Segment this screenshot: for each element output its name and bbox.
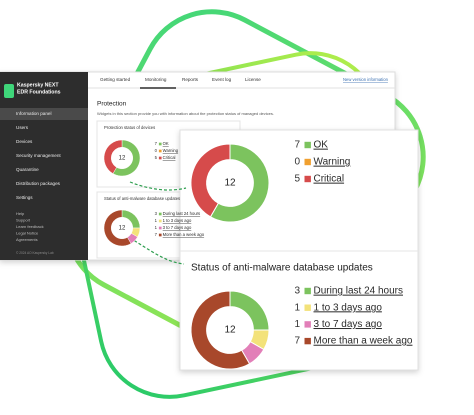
brand-name: EDR Foundations — [17, 89, 61, 95]
legend-swatch — [304, 287, 311, 295]
donut-segment — [209, 143, 270, 223]
legend-swatch — [158, 142, 162, 146]
legend-swatch — [304, 158, 311, 166]
tab[interactable]: Getting started — [100, 77, 131, 82]
legend-swatch — [158, 219, 162, 223]
menu-item[interactable]: Devices — [16, 139, 33, 144]
sidebar — [0, 72, 88, 260]
legend-count: 1 — [155, 225, 158, 230]
menu-item[interactable]: Quarantine — [16, 167, 39, 172]
legend-count: 7 — [294, 336, 300, 347]
legend-link[interactable]: During last 24 hours — [163, 211, 200, 216]
donut-segment — [190, 290, 251, 370]
legend-swatch — [158, 149, 162, 153]
legend-link[interactable]: Critical — [314, 174, 345, 185]
legend-count: 1 — [155, 218, 158, 223]
footer-link[interactable]: Support — [16, 218, 31, 223]
legend-link[interactable]: Warning — [314, 157, 351, 168]
top-link[interactable]: New version information — [343, 77, 389, 82]
tab[interactable]: Monitoring — [145, 77, 167, 82]
donut-segment — [103, 209, 132, 247]
menu-item[interactable]: Information panel — [16, 111, 52, 116]
legend-link[interactable]: 1 to 3 days ago — [314, 302, 383, 313]
footer-link[interactable]: Learn feedback — [16, 224, 44, 229]
legend-swatch — [158, 233, 162, 237]
menu-item[interactable]: Users — [16, 125, 29, 130]
legend-link[interactable]: More than a week ago — [314, 336, 413, 347]
footer-link[interactable]: Legal Notice — [16, 231, 39, 236]
legend-swatch — [304, 321, 311, 328]
brand-name: Kaspersky NEXT — [17, 82, 59, 88]
legend-count: 7 — [294, 140, 300, 151]
legend-link[interactable]: More than a week ago — [163, 232, 205, 237]
legend-swatch — [304, 175, 311, 183]
legend-link[interactable]: 1 to 3 days ago — [163, 218, 192, 223]
footer-link[interactable]: Agreements — [16, 237, 38, 242]
widget-title: Status of anti-malware database updates — [104, 196, 180, 201]
legend-count: 3 — [294, 286, 300, 297]
donut-total: 12 — [224, 325, 236, 336]
popup-card — [179, 129, 419, 371]
legend-count: 0 — [294, 157, 300, 168]
menu-active — [0, 108, 88, 120]
legend-swatch — [304, 304, 311, 311]
legend-swatch — [304, 141, 311, 149]
legend-count: 5 — [155, 155, 158, 160]
section-description: Widgets in this section provide you with… — [97, 111, 274, 116]
legend-link[interactable]: OK — [163, 141, 169, 146]
footer-link[interactable]: Help — [16, 211, 25, 216]
legend-count: 1 — [294, 319, 300, 330]
legend-link[interactable]: Critical — [163, 155, 176, 160]
section-title: Protection — [97, 101, 127, 108]
donut-segment — [190, 143, 231, 218]
donut-total: 12 — [224, 178, 236, 189]
widget-title: Status of anti-malware database updates — [191, 263, 373, 274]
menu-item[interactable]: Distribution packages — [16, 181, 61, 186]
legend-count: 5 — [294, 174, 300, 185]
copyright: © 2024 AO Kaspersky Lab — [16, 251, 54, 255]
connector — [129, 181, 187, 191]
legend-link[interactable]: OK — [314, 140, 329, 151]
legend-swatch — [158, 226, 162, 230]
donut-segment — [103, 139, 123, 174]
logo — [4, 84, 14, 98]
legend-swatch — [158, 156, 162, 160]
legend-link[interactable]: 3 to 7 days ago — [314, 319, 383, 330]
legend-count: 0 — [155, 148, 158, 153]
donut-total: 12 — [119, 226, 126, 232]
legend-swatch — [158, 212, 162, 216]
legend-link[interactable]: During last 24 hours — [314, 286, 404, 297]
donut-total: 12 — [119, 156, 126, 162]
legend-count: 7 — [155, 232, 158, 237]
menu-item[interactable]: Settings — [16, 195, 33, 200]
menu-item[interactable]: Security management — [16, 153, 61, 158]
tab[interactable]: Reports — [182, 77, 199, 82]
legend-swatch — [304, 337, 311, 345]
legend-count: 3 — [155, 211, 158, 216]
legend-count: 7 — [155, 141, 158, 146]
legend-link[interactable]: 3 to 7 days ago — [163, 225, 192, 230]
widget-title: Protection status of devices — [104, 125, 155, 130]
connector — [129, 237, 185, 265]
legend-count: 1 — [294, 302, 300, 313]
tab[interactable]: Event log — [212, 77, 232, 82]
legend-link[interactable]: Warning — [163, 148, 179, 153]
tab[interactable]: License — [245, 77, 261, 82]
